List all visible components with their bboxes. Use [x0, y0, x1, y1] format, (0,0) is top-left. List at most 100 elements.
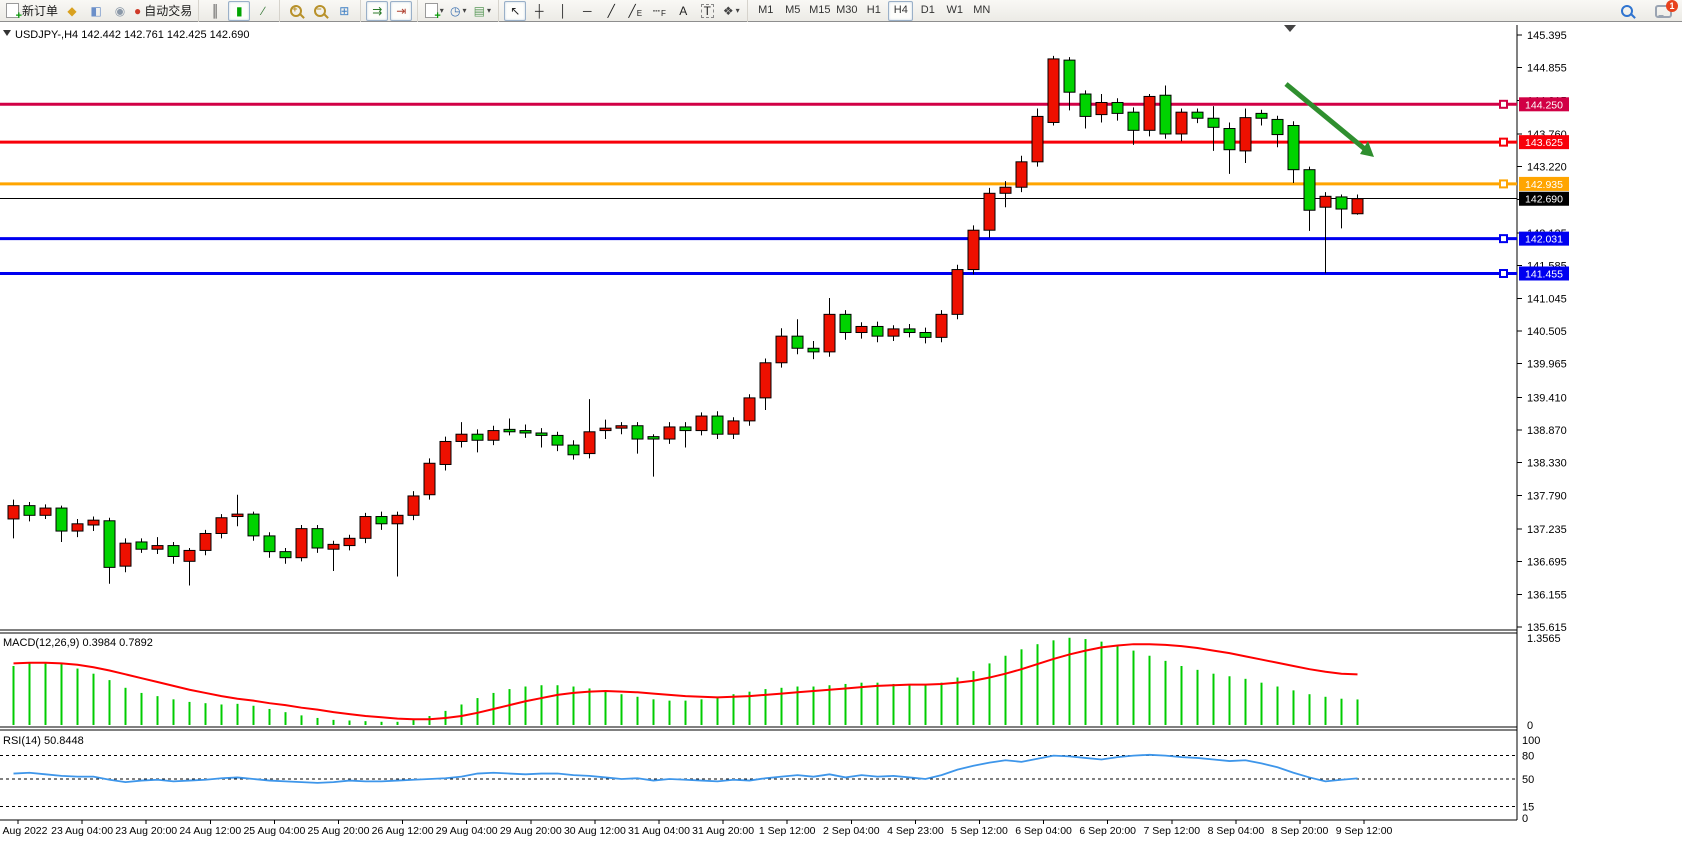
- quote-expand-icon[interactable]: [3, 30, 11, 36]
- tf-mn-button[interactable]: MN: [973, 4, 991, 16]
- templates-button[interactable]: ▤ ▾: [473, 3, 491, 18]
- price-tick-label: 138.330: [1527, 458, 1567, 470]
- vertical-line-button[interactable]: │: [552, 1, 574, 21]
- horizontal-line-button[interactable]: ─: [576, 1, 598, 21]
- candle-body: [1303, 169, 1316, 211]
- market-watch-icon-icon: ◆: [67, 3, 77, 18]
- line-chart-icon[interactable]: ∕: [252, 1, 274, 21]
- candle-body: [743, 397, 756, 422]
- candle-body: [823, 313, 836, 353]
- candle-body: [215, 517, 228, 534]
- trend-arrow-object[interactable]: [1284, 82, 1368, 152]
- candle-body: [7, 505, 20, 520]
- candle-body: [759, 362, 772, 399]
- vertical-line-icon: │: [559, 3, 568, 18]
- macd-label: MACD(12,26,9) 0.3984 0.7892: [3, 637, 153, 649]
- time-tick-label: 30 Aug 12:00: [564, 825, 626, 837]
- time-tick-label: 9 Sep 12:00: [1336, 825, 1393, 837]
- candle-body: [455, 433, 468, 442]
- chat-icon: 1: [1655, 0, 1678, 18]
- chart-window[interactable]: 145.395144.855144.315143.760143.220142.6…: [0, 22, 1682, 840]
- crosshair-button[interactable]: ┼: [528, 1, 550, 21]
- crosshair-icon: ┼: [535, 3, 544, 18]
- candle-body: [1031, 115, 1044, 163]
- candle-body: [1127, 111, 1140, 131]
- price-tick-label: 136.695: [1527, 557, 1567, 569]
- line-handle[interactable]: [1499, 99, 1508, 109]
- tf-m1-button[interactable]: M1: [758, 4, 774, 16]
- candle-body: [327, 543, 340, 550]
- zoom-in-button[interactable]: +: [285, 1, 307, 21]
- bar-chart-icon[interactable]: ║: [204, 1, 226, 21]
- line-handle[interactable]: [1499, 268, 1508, 278]
- periods-button[interactable]: ◷ ▾: [450, 3, 467, 18]
- price-tick-label: 144.855: [1527, 63, 1567, 75]
- candlestick-chart-icon[interactable]: ▮: [228, 0, 251, 21]
- chart-shift-marker[interactable]: [1284, 25, 1296, 32]
- tf-m30-button[interactable]: M30: [836, 4, 858, 16]
- chart-shift-toggle[interactable]: ⇥: [390, 0, 413, 21]
- line-handle[interactable]: [1499, 179, 1508, 189]
- equidistant-channel-button[interactable]: ╱ E: [628, 3, 643, 18]
- chart-shift-toggle-icon: ⇥: [396, 3, 407, 18]
- line-handle[interactable]: [1499, 234, 1508, 244]
- tf-h4-button[interactable]: H4: [888, 0, 914, 21]
- toolbar-group: ⇉ ⇥: [360, 0, 417, 22]
- tile-windows-icon[interactable]: ⊞: [333, 1, 355, 21]
- candle-body: [887, 328, 900, 337]
- line-handle[interactable]: [1499, 137, 1508, 147]
- candle-body: [599, 427, 612, 432]
- fibonacci-button[interactable]: ┄ F: [652, 3, 666, 18]
- tf-m5-button[interactable]: M5: [785, 4, 801, 16]
- candle-body: [983, 192, 996, 231]
- navigator-icon-icon: ◧: [90, 3, 102, 18]
- candle-body: [247, 513, 260, 537]
- autotrading-button-label: 自动交易: [144, 3, 193, 18]
- price-tag: [1519, 231, 1569, 246]
- signals-icon-icon: ◉: [114, 3, 126, 18]
- candle-body: [695, 415, 708, 432]
- tf-w1-button[interactable]: W1: [946, 4, 964, 16]
- signals-icon[interactable]: ◉: [109, 1, 131, 21]
- market-watch-icon[interactable]: ◆: [61, 1, 83, 21]
- time-tick-label: 1 Sep 12:00: [759, 825, 816, 837]
- cursor-button[interactable]: ↖: [504, 0, 527, 21]
- autotrading-button[interactable]: ● 自动交易: [133, 1, 193, 21]
- candle-body: [423, 462, 436, 496]
- candle-body: [519, 430, 532, 434]
- trendline-button[interactable]: ╱: [600, 1, 622, 21]
- candle-body: [1079, 93, 1092, 117]
- candle-body: [1063, 59, 1076, 93]
- notification-badge: 1: [1666, 0, 1678, 12]
- candle-body: [1255, 112, 1268, 119]
- tf-m15-button[interactable]: M15: [809, 4, 831, 16]
- auto-scroll-toggle-icon: ⇉: [372, 3, 383, 18]
- arrows-button[interactable]: ❖ ▾: [722, 3, 740, 18]
- price-chart[interactable]: 145.395144.855144.315143.760143.220142.6…: [0, 22, 1682, 840]
- time-tick-label: 25 Aug 04:00: [243, 825, 305, 837]
- chat-button[interactable]: 1: [1640, 0, 1678, 21]
- zoom-out-button[interactable]: −: [309, 1, 331, 21]
- price-tag-label: 144.250: [1525, 99, 1563, 111]
- new-order-button[interactable]: + 新订单: [5, 1, 59, 22]
- tf-h1-button[interactable]: H1: [866, 4, 881, 16]
- price-tick-label: 143.220: [1527, 162, 1567, 174]
- price-tick-label: 141.045: [1527, 293, 1567, 305]
- candle-body: [775, 335, 788, 364]
- arrows-icon: ❖: [722, 3, 734, 18]
- templates-icon: ▤: [473, 3, 485, 18]
- candle-body: [567, 444, 580, 456]
- toolbar-group: + 新订单 ◆ ◧ ◉ ● 自动交易: [0, 0, 198, 22]
- tf-d1-button[interactable]: D1: [920, 4, 935, 16]
- indicators-button[interactable]: + ▾: [423, 1, 445, 22]
- candle-body: [1287, 124, 1300, 171]
- auto-scroll-toggle[interactable]: ⇉: [366, 0, 389, 21]
- text-button[interactable]: A: [672, 1, 694, 21]
- candle-body: [231, 513, 244, 518]
- candle-body: [343, 537, 356, 547]
- candle-body: [791, 335, 804, 349]
- text-label-button[interactable]: T: [696, 1, 718, 21]
- navigator-icon[interactable]: ◧: [85, 1, 107, 21]
- search-button[interactable]: [1616, 1, 1638, 21]
- chart-background[interactable]: [0, 22, 1682, 840]
